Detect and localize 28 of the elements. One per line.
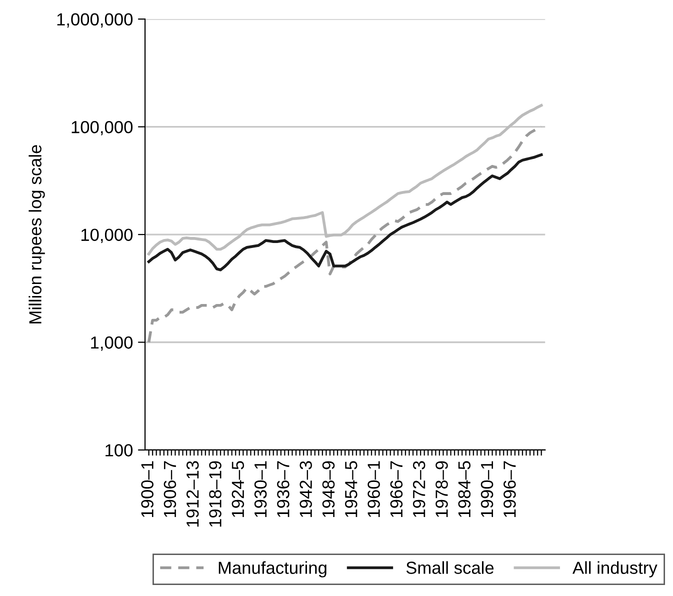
x-tick-label: 1924–5 [232, 461, 244, 517]
line-series [147, 153, 543, 272]
x-tick-label: 1900–1 [141, 461, 154, 517]
x-tick-label: 1948–9 [322, 461, 335, 517]
legend-label: Small scale [406, 561, 494, 574]
x-tick-label: 1912–13 [186, 461, 199, 527]
legend-label: Manufacturing [218, 561, 326, 578]
x-tick-label: 1996–7 [504, 461, 516, 517]
y-tick-label: 100,000 [72, 120, 133, 136]
y-axis-title: Million rupees log scale [28, 145, 45, 324]
y-tick-label: 10,000 [81, 228, 133, 244]
y-tick-label: 100 [106, 444, 133, 456]
x-tick-label: 1990–1 [480, 461, 494, 517]
x-tick-label: 1978–9 [436, 461, 448, 517]
x-tick-label: 1918–19 [209, 461, 222, 527]
y-tick-label: 1,000 [91, 336, 133, 351]
x-tick-label: 1936–7 [277, 461, 290, 517]
x-tick-label: 1954–5 [344, 461, 358, 517]
line-series [147, 104, 543, 256]
x-tick-label: 1984–5 [458, 461, 471, 517]
y-tick-label: 1,000,000 [57, 13, 133, 28]
x-tick-label: 1960–1 [368, 461, 380, 517]
x-tick-label: 1942–3 [300, 461, 312, 517]
x-tick-label: 1966–7 [390, 461, 403, 517]
legend-label: All industry [572, 561, 658, 578]
x-tick-label: 1906–7 [164, 461, 176, 517]
x-tick-label: 1930–1 [254, 461, 267, 517]
x-tick-label: 1972–3 [412, 461, 426, 517]
